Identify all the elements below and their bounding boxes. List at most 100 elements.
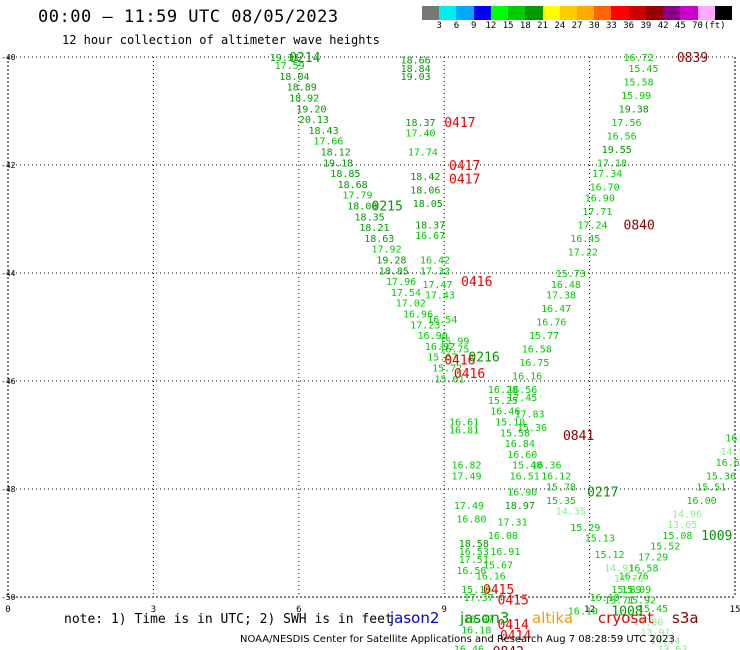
color-tick-label: 27: [571, 21, 583, 31]
satellite-pass-labels: 0214 0215 0216 0217 1009 1008 0839 0840 0841 0842…: [289, 51, 732, 650]
color-swatch: [559, 6, 577, 20]
color-swatch: [611, 6, 629, 20]
pass-time-label: 0839: [677, 51, 708, 66]
wave-height-value: 17.49: [451, 472, 481, 483]
satellite-name-altika: altika: [532, 609, 574, 627]
wave-height-value: 16.76: [619, 571, 649, 582]
pass-time-label: 0417: [449, 159, 480, 174]
color-tick-label: (ft): [703, 21, 726, 31]
wave-height-value: 15.40: [512, 461, 542, 472]
wave-height-value: 16.82: [451, 461, 481, 472]
wave-height-value: 15.99: [621, 91, 651, 102]
pass-time-label: 0217: [587, 486, 618, 501]
wave-height-value: 15.67: [483, 561, 513, 572]
wave-height-points: 19.3117.5918.0418.8918.9219.2020.1318.43…: [270, 53, 740, 650]
axis-labels: 0 3 6 9 12 15 -40 -42 -44 -46 -48 -50: [1, 53, 740, 615]
wave-height-value: 18.63: [364, 234, 394, 245]
wave-height-value: 15.35: [546, 496, 576, 507]
pass-time-label: 0216: [468, 351, 499, 366]
color-tick-label: 39: [640, 21, 652, 31]
wave-height-value: 15.25: [488, 396, 518, 407]
wave-height-value: 16.16: [512, 372, 542, 383]
wave-height-value: 16.45: [570, 234, 600, 245]
color-tick-label: 3: [436, 21, 442, 31]
wave-height-value: 15.09: [621, 585, 651, 596]
wave-height-value: 16.58: [522, 345, 552, 356]
pass-time-label: 0215: [372, 200, 403, 215]
wave-height-value: 16.46: [454, 644, 484, 650]
wave-height-value: 16.56: [456, 566, 486, 577]
pass-time-label: 0416: [461, 275, 492, 290]
wave-height-value: 15.73: [556, 269, 586, 280]
wave-height-value: 17.66: [313, 137, 343, 148]
color-tick-label: 21: [537, 21, 548, 31]
wave-height-value: 15.51: [696, 482, 726, 493]
wave-height-value: 16.56: [507, 385, 537, 396]
wave-height-value: 15.78: [546, 482, 576, 493]
wave-height-value: 15.12: [594, 550, 624, 561]
wave-height-value: 16.90: [418, 331, 448, 342]
satellite-name-s3a: s3a: [672, 609, 699, 627]
wave-height-value: 15.52: [650, 542, 680, 553]
wave-height-value: 15.71: [604, 596, 634, 607]
color-swatch: [508, 6, 526, 20]
wave-height-value: 16.76: [536, 318, 566, 329]
wave-height-value: 18.12: [321, 148, 351, 159]
wave-height-value: 17.23: [410, 320, 440, 331]
wave-height-value: 16.18: [461, 625, 491, 636]
wave-height-value: 15.45: [628, 64, 658, 75]
wave-height-value: 15.89: [611, 585, 641, 596]
wave-height-value: 15.36: [517, 423, 547, 434]
wave-height-value: 18.42: [410, 172, 440, 183]
pass-time-label: 0842: [493, 645, 524, 650]
wave-height-value: 15.45: [638, 604, 668, 615]
y-tick-label: -40: [1, 53, 16, 62]
pass-time-label: 0417: [444, 116, 475, 131]
pass-time-label: 0416: [454, 367, 485, 382]
color-swatch: [490, 6, 509, 20]
color-tick-label: 9: [470, 21, 477, 31]
wave-height-value: 14.76: [614, 574, 644, 585]
wave-height-value: 18.84: [401, 64, 431, 75]
wave-height-value: 17.38: [546, 291, 576, 302]
wave-height-value: 15.67: [427, 353, 457, 364]
wave-height-value: 17.24: [577, 220, 607, 231]
wave-height-value: 18.37: [405, 118, 435, 129]
color-swatch: [456, 6, 474, 20]
color-swatch: [525, 6, 543, 20]
wave-height-value: 16.97: [464, 615, 494, 626]
wave-height-value: 17.56: [611, 118, 641, 129]
wave-height-value: 17.51: [459, 555, 489, 566]
wave-height-value: 18.04: [279, 72, 309, 83]
wave-height-value: 17.29: [638, 553, 668, 564]
wave-height-value: 19.55: [602, 145, 632, 156]
color-swatch: [645, 6, 664, 20]
color-swatch: [594, 6, 612, 20]
wave-height-value: 18.92: [289, 94, 319, 105]
wave-height-value: 15.61: [435, 374, 465, 385]
wave-height-value: 17.31: [498, 517, 528, 528]
wave-height-value: 18.89: [287, 83, 317, 94]
wave-height-value: 18.35: [355, 212, 385, 223]
wave-height-value: 17.71: [582, 207, 612, 218]
wave-height-value: 18.58: [459, 539, 489, 550]
wave-height-value: 17.02: [396, 299, 426, 310]
pass-time-label: 0414: [500, 629, 531, 644]
color-swatch: [473, 6, 491, 20]
wave-height-value: 16.75: [439, 345, 469, 356]
wave-height-value: 16.70: [590, 183, 620, 194]
wave-height-value: 15.72: [432, 364, 462, 375]
wave-height-value: 16.92: [425, 342, 455, 353]
wave-height-value: 15.58: [500, 428, 530, 439]
wave-height-value: 16.10: [568, 607, 598, 618]
x-tick-label: 6: [296, 605, 301, 615]
color-swatch: [714, 6, 732, 20]
pass-time-label: 0214: [289, 51, 320, 66]
wave-height-value: 14.14: [650, 636, 680, 647]
color-tick-label: 42: [657, 21, 669, 31]
wave-height-value: 16.51: [510, 472, 540, 483]
wave-height-value: 17.37: [464, 593, 494, 604]
wave-height-value: 15.77: [529, 331, 559, 342]
pass-time-label: 1009: [701, 529, 732, 544]
